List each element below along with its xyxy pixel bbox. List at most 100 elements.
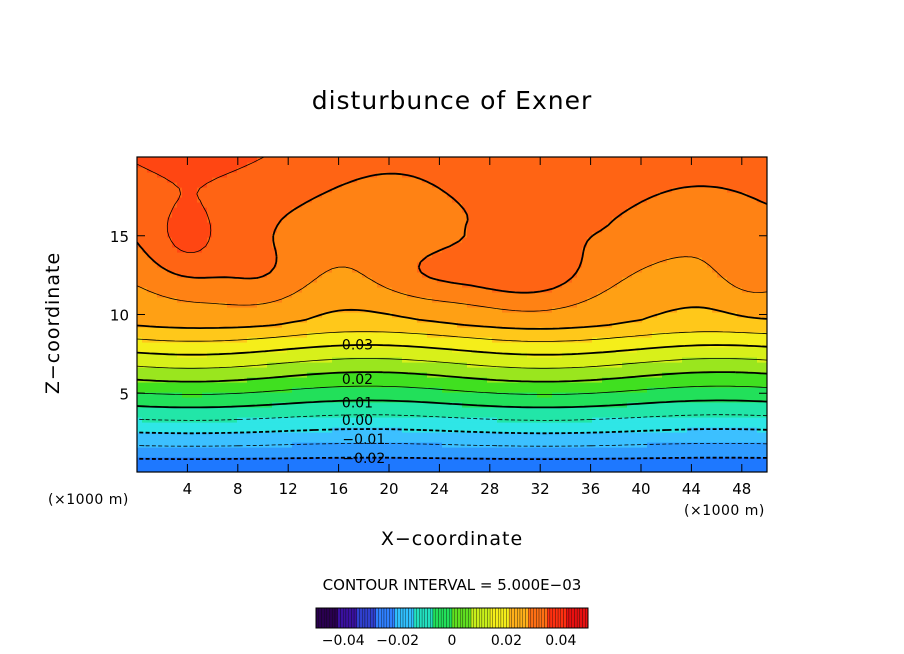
contour-fill-cell <box>492 162 498 168</box>
contour-fill-cell <box>527 332 533 338</box>
contour-fill-cell <box>137 337 143 343</box>
contour-fill-cell <box>422 412 428 418</box>
contour-fill-cell <box>147 182 153 188</box>
contour-fill-cell <box>312 407 318 413</box>
contour-fill-cell <box>387 357 393 363</box>
contour-fill-cell <box>307 382 313 388</box>
contour-fill-cell <box>237 412 243 418</box>
contour-fill-cell <box>267 447 273 453</box>
contour-fill-cell <box>242 247 248 253</box>
contour-fill-cell <box>317 292 323 298</box>
contour-fill-cell <box>137 342 143 348</box>
contour-fill-cell <box>297 442 303 448</box>
contour-fill-cell <box>492 192 498 198</box>
contour-fill-cell <box>522 362 528 368</box>
contour-fill-cell <box>392 287 398 293</box>
contour-fill-cell <box>462 417 468 423</box>
contour-fill-cell <box>332 182 338 188</box>
contour-fill-cell <box>347 247 353 253</box>
contour-fill-cell <box>447 317 453 323</box>
contour-fill-cell <box>357 272 363 278</box>
contour-fill-cell <box>447 172 453 178</box>
contour-fill-cell <box>292 452 298 458</box>
contour-fill-cell <box>502 302 508 308</box>
contour-fill-cell <box>227 447 233 453</box>
contour-fill-cell <box>217 212 223 218</box>
contour-fill-cell <box>397 162 403 168</box>
contour-fill-cell <box>407 272 413 278</box>
contour-fill-cell <box>427 267 433 273</box>
contour-fill-cell <box>182 417 188 423</box>
contour-fill-cell <box>267 422 273 428</box>
contour-fill-cell <box>522 337 528 343</box>
contour-fill-cell <box>197 267 203 273</box>
contour-fill-cell <box>472 407 478 413</box>
contour-fill-cell <box>227 387 233 393</box>
contour-fill-cell <box>162 277 168 283</box>
contour-fill-cell <box>377 262 383 268</box>
contour-fill-cell <box>402 467 408 472</box>
contour-fill-cell <box>437 367 443 373</box>
contour-fill-cell <box>352 387 358 393</box>
contour-fill-cell <box>437 322 443 328</box>
contour-fill-cell <box>377 372 383 378</box>
contour-fill-cell <box>167 292 173 298</box>
contour-fill-cell <box>402 257 408 263</box>
contour-fill-cell <box>497 392 503 398</box>
contour-fill-cell <box>437 177 443 183</box>
contour-fill-cell <box>197 402 203 408</box>
contour-fill-cell <box>277 282 283 288</box>
contour-fill-cell <box>442 242 448 248</box>
contour-fill-cell <box>352 457 358 463</box>
contour-fill-cell <box>227 232 233 238</box>
contour-fill-cell <box>192 372 198 378</box>
contour-fill-cell <box>157 237 163 243</box>
contour-fill-cell <box>382 267 388 273</box>
contour-fill-cell <box>322 167 328 173</box>
contour-fill-cell <box>427 282 433 288</box>
contour-fill-cell <box>347 162 353 168</box>
contour-fill-cell <box>177 387 183 393</box>
contour-fill-cell <box>342 192 348 198</box>
contour-fill-cell <box>407 207 413 213</box>
contour-fill-cell <box>482 257 488 263</box>
contour-fill-cell <box>262 447 268 453</box>
contour-fill-cell <box>197 277 203 283</box>
contour-fill-cell <box>327 387 333 393</box>
contour-fill-cell <box>172 467 178 472</box>
contour-fill-cell <box>277 412 283 418</box>
contour-fill-cell <box>147 292 153 298</box>
contour-fill-cell <box>447 402 453 408</box>
contour-fill-cell <box>332 212 338 218</box>
contour-fill-cell <box>522 267 528 273</box>
contour-fill-cell <box>317 197 323 203</box>
contour-fill-cell <box>417 167 423 173</box>
contour-fill-cell <box>177 417 183 423</box>
contour-fill-cell <box>377 307 383 313</box>
contour-fill-cell <box>172 422 178 428</box>
contour-fill-cell <box>362 252 368 258</box>
contour-fill-cell <box>457 282 463 288</box>
contour-fill-cell <box>357 257 363 263</box>
contour-fill-cell <box>302 202 308 208</box>
contour-fill-cell <box>212 377 218 383</box>
contour-fill-cell <box>142 352 148 358</box>
contour-fill-cell <box>437 282 443 288</box>
contour-fill-cell <box>482 362 488 368</box>
contour-fill-cell <box>192 227 198 233</box>
contour-fill-cell <box>387 427 393 433</box>
contour-fill-cell <box>272 212 278 218</box>
contour-fill-cell <box>187 382 193 388</box>
contour-fill-cell <box>497 382 503 388</box>
contour-fill-cell <box>457 447 463 453</box>
contour-fill-cell <box>197 187 203 193</box>
contour-fill-cell <box>462 237 468 243</box>
contour-fill-cell <box>532 467 538 472</box>
contour-fill-cell <box>172 372 178 378</box>
contour-fill-cell <box>157 367 163 373</box>
contour-fill-cell <box>342 402 348 408</box>
contour-fill-cell <box>492 347 498 353</box>
contour-fill-cell <box>367 217 373 223</box>
contour-fill-cell <box>472 432 478 438</box>
contour-fill-cell <box>282 377 288 383</box>
